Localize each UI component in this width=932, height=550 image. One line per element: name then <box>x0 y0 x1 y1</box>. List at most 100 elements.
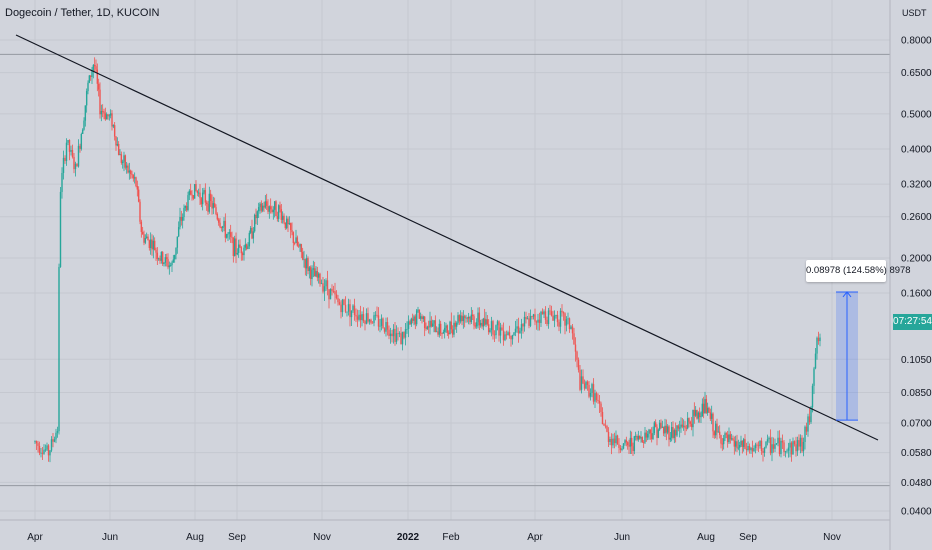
candle-body <box>465 317 467 319</box>
candle-body <box>759 440 761 447</box>
candle-body <box>97 83 100 90</box>
candle-body <box>579 369 581 390</box>
candle-body <box>49 450 51 456</box>
candle-body <box>666 426 669 433</box>
candle-body <box>644 432 646 443</box>
candle-body <box>313 268 316 277</box>
candle-body <box>112 125 115 127</box>
candle-body <box>653 422 656 434</box>
candle-body <box>311 269 313 279</box>
candle-body <box>99 89 101 115</box>
last-price-tag: 07:27:54 <box>893 314 932 330</box>
candle-body <box>315 271 317 277</box>
candle-body <box>56 431 59 433</box>
candle-body <box>172 259 175 263</box>
candle-body <box>697 412 700 419</box>
candle-body <box>269 206 272 210</box>
candle-body <box>517 326 520 334</box>
candle-body <box>775 443 778 445</box>
candle-body <box>156 252 159 260</box>
candle-body <box>505 334 508 336</box>
candle-body <box>473 316 475 326</box>
candle-body <box>221 226 224 228</box>
candle-body <box>689 421 692 424</box>
candle-body <box>173 254 176 260</box>
trendline[interactable] <box>15 34 879 441</box>
candle-body <box>151 239 153 250</box>
candle-body <box>705 398 708 413</box>
candle-body <box>418 309 421 319</box>
candle-body <box>673 430 676 438</box>
candle-body <box>195 184 197 191</box>
candle-body <box>338 302 341 305</box>
candle-body <box>383 328 386 332</box>
candle-body <box>520 324 523 331</box>
candle-body <box>437 331 439 335</box>
candle-body <box>701 403 704 417</box>
candle-body <box>610 439 613 446</box>
candle-body <box>259 203 261 208</box>
candle-body <box>585 381 587 389</box>
candles <box>34 57 821 463</box>
candle-body <box>406 328 408 330</box>
candle-body <box>463 316 466 318</box>
candle-body <box>574 344 577 352</box>
candle-body <box>537 319 539 323</box>
candle-body <box>271 209 273 213</box>
candle-body <box>325 280 327 287</box>
candle-body <box>795 444 797 452</box>
candle-body <box>514 328 517 333</box>
candle-body <box>181 217 184 221</box>
candle-body <box>466 317 469 319</box>
candle-body <box>446 325 449 333</box>
candle-body <box>204 190 207 203</box>
time-tick-label: Aug <box>697 532 715 543</box>
candle-body <box>555 314 557 316</box>
candle-body <box>523 316 526 327</box>
candle-body <box>200 198 203 205</box>
candle-body <box>382 318 384 329</box>
candle-body <box>268 206 271 212</box>
candle-body <box>744 439 746 449</box>
candle-body <box>228 232 231 234</box>
candle-body <box>280 209 283 220</box>
candle-body <box>589 392 592 397</box>
candle-body <box>681 424 684 427</box>
candle-body <box>217 219 220 223</box>
candle-body <box>81 129 84 134</box>
candle-body <box>690 423 693 428</box>
candle-body <box>426 326 429 329</box>
candle-body <box>252 231 255 239</box>
candle-body <box>763 447 766 453</box>
candle-body <box>347 304 350 312</box>
candle-body <box>216 214 219 220</box>
candle-body <box>634 436 637 437</box>
candle-body <box>612 438 614 446</box>
candle-body <box>215 207 217 215</box>
candle-body <box>335 294 338 299</box>
candle-body <box>207 203 209 212</box>
candle-body <box>576 351 578 360</box>
candle-body <box>706 407 709 413</box>
candle-body <box>700 416 702 418</box>
candle-body <box>713 431 716 436</box>
candle-body <box>470 314 473 323</box>
candle-body <box>492 321 494 335</box>
candle-body <box>220 226 223 228</box>
candle-body <box>320 283 323 285</box>
candle-body <box>84 105 87 121</box>
candle-body <box>255 214 257 219</box>
candle-body <box>212 203 215 209</box>
candle-body <box>124 155 127 168</box>
candle-body <box>281 215 284 220</box>
candle-body <box>243 247 245 256</box>
candle-body <box>598 400 601 404</box>
candle-body <box>235 238 237 255</box>
candle-body <box>565 319 568 326</box>
candle-body <box>467 316 470 319</box>
measure-tool[interactable] <box>836 291 858 421</box>
candle-body <box>626 442 629 446</box>
